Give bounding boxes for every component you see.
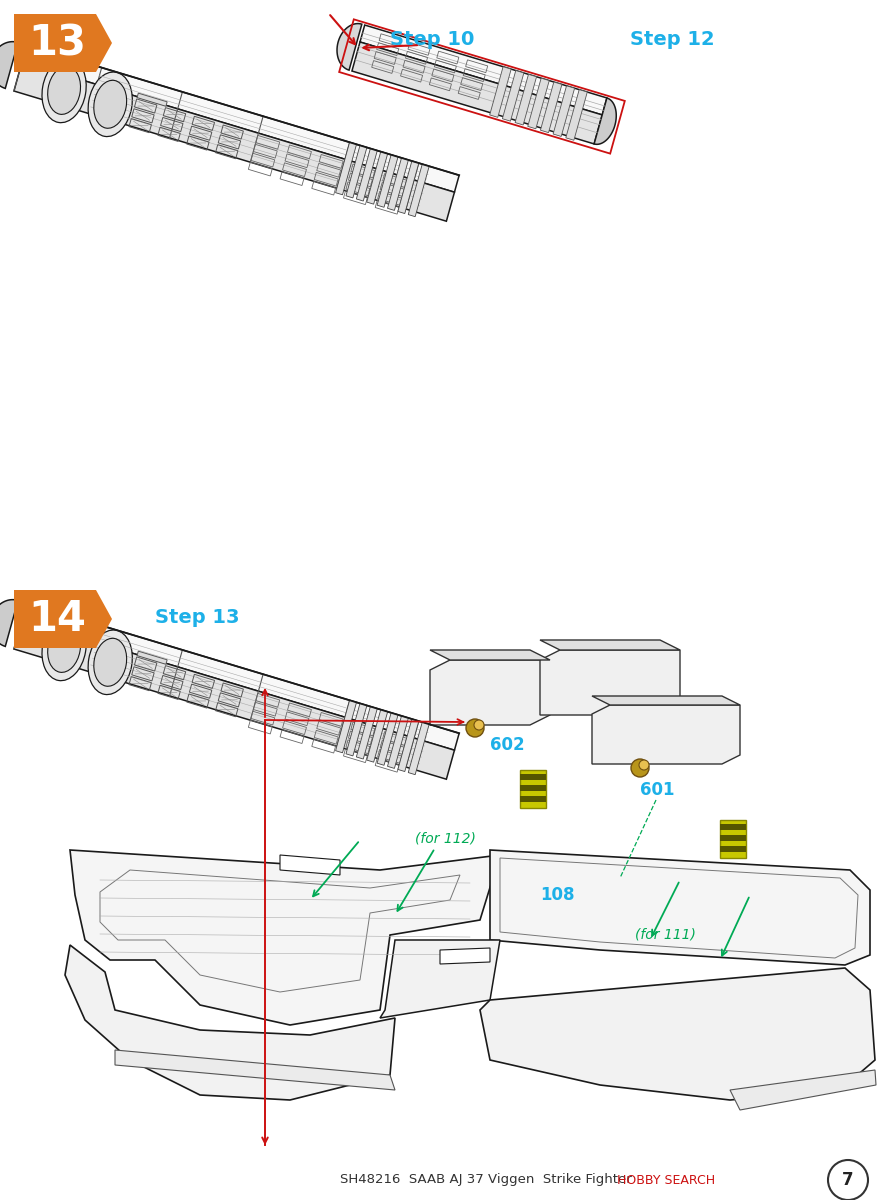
- Polygon shape: [388, 158, 409, 210]
- Polygon shape: [0, 42, 18, 89]
- Circle shape: [474, 720, 484, 730]
- Polygon shape: [730, 1070, 876, 1110]
- Polygon shape: [388, 716, 409, 768]
- Polygon shape: [409, 722, 429, 775]
- Polygon shape: [377, 155, 398, 208]
- Bar: [520, 796, 546, 802]
- Polygon shape: [115, 1050, 395, 1090]
- Ellipse shape: [47, 66, 81, 114]
- Bar: [520, 770, 546, 808]
- Text: 601: 601: [640, 781, 674, 799]
- Polygon shape: [367, 709, 388, 762]
- Ellipse shape: [88, 630, 132, 695]
- Polygon shape: [280, 854, 340, 875]
- Polygon shape: [22, 46, 460, 192]
- Polygon shape: [430, 650, 550, 660]
- Text: 602: 602: [490, 736, 524, 754]
- Text: Step 12: Step 12: [630, 30, 715, 49]
- Polygon shape: [360, 25, 607, 115]
- Polygon shape: [22, 604, 460, 750]
- Polygon shape: [137, 94, 168, 107]
- Polygon shape: [398, 719, 419, 772]
- Polygon shape: [65, 946, 395, 1100]
- Ellipse shape: [88, 72, 132, 137]
- Polygon shape: [515, 74, 537, 125]
- Polygon shape: [356, 149, 377, 202]
- Polygon shape: [337, 24, 362, 70]
- Polygon shape: [14, 620, 454, 779]
- Polygon shape: [367, 151, 388, 204]
- Text: 7: 7: [842, 1171, 854, 1189]
- Polygon shape: [409, 164, 429, 217]
- Polygon shape: [490, 850, 870, 965]
- Ellipse shape: [42, 58, 86, 122]
- Polygon shape: [480, 968, 875, 1100]
- Polygon shape: [380, 940, 500, 1018]
- Polygon shape: [0, 600, 18, 647]
- Circle shape: [466, 719, 484, 737]
- Polygon shape: [70, 850, 500, 1025]
- Circle shape: [828, 1160, 868, 1200]
- Circle shape: [639, 760, 649, 770]
- Polygon shape: [377, 713, 398, 766]
- Bar: [720, 820, 746, 858]
- Ellipse shape: [94, 80, 126, 128]
- Bar: [520, 774, 546, 780]
- Polygon shape: [356, 707, 377, 760]
- Text: Step 10: Step 10: [390, 30, 474, 49]
- Text: 13: 13: [28, 22, 86, 64]
- Bar: [720, 824, 746, 830]
- Polygon shape: [594, 98, 617, 144]
- Polygon shape: [440, 948, 490, 964]
- Polygon shape: [14, 590, 112, 648]
- Ellipse shape: [47, 624, 81, 672]
- Text: 108: 108: [540, 886, 574, 904]
- Polygon shape: [430, 660, 550, 725]
- Text: HOBBY SEARCH: HOBBY SEARCH: [617, 1174, 715, 1187]
- Circle shape: [631, 758, 649, 778]
- Polygon shape: [592, 704, 740, 764]
- Polygon shape: [540, 82, 562, 133]
- Polygon shape: [489, 67, 511, 118]
- Polygon shape: [540, 640, 680, 650]
- Bar: [720, 846, 746, 852]
- Polygon shape: [503, 71, 524, 121]
- Polygon shape: [592, 696, 740, 704]
- Text: (for 111): (for 111): [635, 928, 695, 942]
- Polygon shape: [346, 703, 367, 756]
- Polygon shape: [336, 701, 357, 752]
- Polygon shape: [528, 78, 549, 128]
- Polygon shape: [553, 85, 574, 137]
- Text: Step 13: Step 13: [155, 608, 239, 626]
- Polygon shape: [137, 652, 168, 665]
- Polygon shape: [566, 90, 588, 140]
- Polygon shape: [336, 143, 357, 194]
- Polygon shape: [540, 650, 680, 715]
- Polygon shape: [14, 62, 454, 221]
- Text: 14: 14: [28, 598, 86, 640]
- Polygon shape: [346, 145, 367, 198]
- Polygon shape: [352, 42, 602, 144]
- Polygon shape: [398, 161, 419, 214]
- Ellipse shape: [42, 616, 86, 680]
- Ellipse shape: [94, 638, 126, 686]
- Polygon shape: [14, 14, 112, 72]
- Bar: [720, 835, 746, 841]
- Text: (for 112): (for 112): [415, 830, 476, 845]
- Text: SH48216  SAAB AJ 37 Viggen  Strike Fighter: SH48216 SAAB AJ 37 Viggen Strike Fighter: [340, 1174, 631, 1187]
- Bar: [520, 785, 546, 791]
